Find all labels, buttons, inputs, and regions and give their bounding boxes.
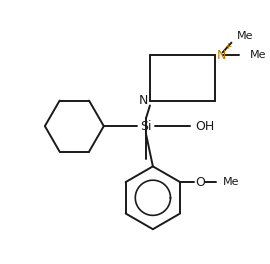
Text: O: O [195,176,205,188]
Text: N: N [139,94,148,107]
Text: +: + [224,41,231,50]
Text: Me: Me [250,50,266,60]
Text: Me: Me [237,31,254,41]
Text: OH: OH [195,120,214,133]
Text: N: N [217,49,226,62]
Text: Me: Me [223,177,240,187]
Text: Si: Si [140,120,152,133]
